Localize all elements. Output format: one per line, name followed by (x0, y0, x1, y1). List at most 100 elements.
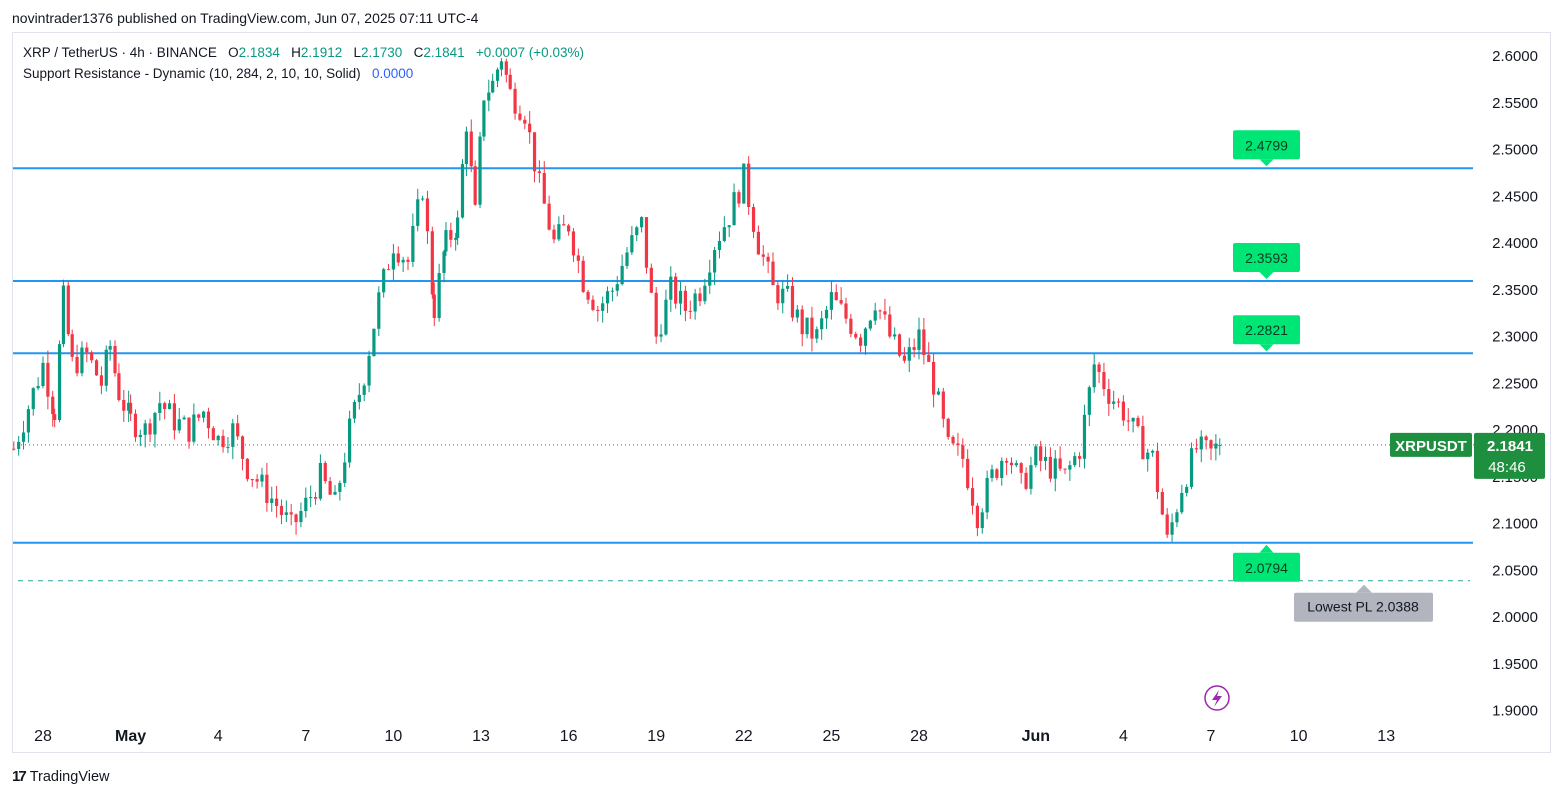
candle-body (1029, 465, 1033, 489)
indicator-name[interactable]: Support Resistance - Dynamic (10, 284, 2… (23, 66, 361, 81)
close-value: 2.1841 (423, 45, 465, 60)
candle-body (46, 362, 50, 397)
candle-body (664, 299, 668, 335)
candle-body (255, 479, 259, 482)
candle-body (163, 403, 167, 410)
candle-body (482, 100, 486, 137)
y-tick-label: 2.6000 (1492, 48, 1538, 65)
candle-body (108, 345, 112, 350)
candle-body (644, 217, 649, 268)
candle-body (328, 481, 332, 495)
candle-body (31, 388, 35, 410)
candle-body (669, 276, 673, 300)
level-pointer-icon (1259, 544, 1274, 553)
level-label-text: 2.0794 (1245, 560, 1288, 576)
candle-body (236, 423, 240, 437)
candle-body (946, 418, 950, 437)
candle-body (1102, 372, 1106, 390)
candle-body (849, 318, 853, 334)
candle-body (386, 269, 391, 271)
candle-body (693, 293, 697, 312)
candle-body (703, 285, 707, 302)
candle-body (460, 164, 465, 218)
candle-body (1180, 492, 1184, 513)
candle-body (722, 227, 726, 241)
level-label-box (1233, 243, 1300, 273)
candle-body (289, 512, 293, 515)
candle-body (542, 173, 546, 204)
symbol-name[interactable]: XRP / TetherUS · 4h · BINANCE (23, 45, 217, 60)
indicator-value: 0.0000 (371, 66, 414, 81)
candle-body (868, 320, 872, 329)
candle-body (182, 417, 186, 420)
candle-body (94, 360, 99, 376)
candle-body (596, 309, 600, 311)
candle-body (610, 290, 614, 292)
open-value: 2.1834 (238, 45, 280, 60)
candle-body (197, 414, 201, 418)
candle-body (1053, 458, 1057, 479)
candle-body (1000, 460, 1004, 478)
candle-body (1092, 364, 1096, 388)
candle-body (491, 80, 495, 93)
candle-body (1005, 460, 1009, 463)
candle-body (231, 423, 235, 447)
candle-body (61, 285, 66, 345)
candle-body (444, 230, 448, 252)
x-tick-label: 22 (735, 728, 753, 745)
candle-body (299, 511, 303, 523)
candle-body (1214, 443, 1218, 449)
footer-brand[interactable]: 17 TradingView (12, 768, 109, 785)
symbol-tag-text: XRPUSDT (1395, 438, 1467, 455)
candle-body (518, 113, 522, 120)
candle-body (113, 345, 117, 374)
candle-body (917, 329, 921, 350)
level-pointer-icon (1259, 159, 1274, 167)
level-pointer-icon (1259, 344, 1274, 352)
candle-body (21, 432, 26, 442)
candle-body (245, 458, 249, 480)
candle-body (688, 310, 692, 312)
candle-body (1024, 472, 1028, 489)
candle-body (878, 310, 882, 312)
candle-body (776, 285, 780, 304)
candle-body (1136, 417, 1140, 427)
candle-body (810, 317, 814, 339)
candle-body (932, 361, 936, 395)
chart-frame (12, 32, 1551, 753)
candle-body (226, 446, 230, 448)
candle-body (815, 329, 819, 339)
candle-body (1204, 436, 1208, 441)
candle-body (586, 291, 590, 300)
candle-body (284, 512, 288, 515)
candle-body (1131, 417, 1135, 422)
x-tick-label: Jun (1022, 728, 1050, 745)
candle-body (805, 317, 809, 335)
low-value: 2.1730 (361, 45, 403, 60)
y-tick-label: 2.3500 (1492, 282, 1538, 299)
candle-body (401, 259, 405, 263)
level-label-box (1233, 315, 1300, 345)
lightning-icon (1204, 685, 1230, 711)
candle-body (17, 441, 21, 449)
candle-body (820, 318, 824, 330)
candle-body (279, 505, 284, 515)
open-label: O (228, 45, 239, 60)
x-tick-label: 4 (1119, 728, 1128, 745)
high-value: 2.1912 (300, 45, 343, 60)
candle-body (557, 224, 561, 240)
symbol-legend: XRP / TetherUS · 4h · BINANCE O2.1834 H2… (23, 45, 584, 60)
candle-body (372, 328, 376, 356)
candle-body (761, 254, 765, 257)
high-label: H (291, 45, 301, 60)
candle-body (260, 474, 264, 482)
candle-body (1151, 450, 1155, 453)
candle-body (683, 290, 687, 311)
candle-body (961, 445, 965, 459)
candle-body (51, 396, 55, 415)
candle-body (941, 391, 945, 419)
candle-body (975, 505, 979, 529)
candle-body (382, 269, 386, 293)
level-label-text: 2.2821 (1245, 322, 1288, 338)
